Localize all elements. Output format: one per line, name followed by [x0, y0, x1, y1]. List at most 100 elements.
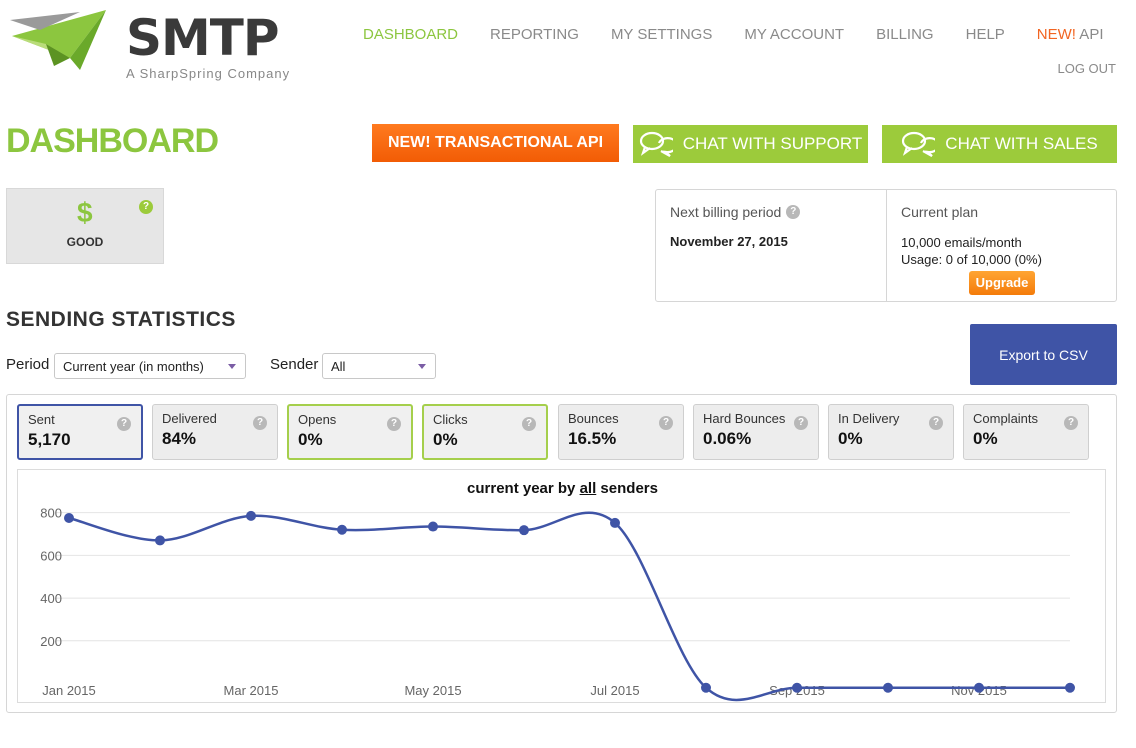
help-icon[interactable]: ?	[253, 416, 267, 430]
y-tick-label: 800	[40, 506, 62, 521]
stat-value: 0%	[973, 429, 998, 448]
next-billing-date: November 27, 2015	[670, 234, 788, 249]
data-point	[519, 525, 529, 536]
chat-sales-button[interactable]: CHAT WITH SALES	[882, 125, 1117, 163]
stat-label: Hard Bounces	[703, 411, 786, 426]
x-tick-label: Jan 2015	[42, 683, 96, 698]
stat-label: Delivered	[162, 411, 217, 426]
chevron-down-icon	[418, 364, 426, 369]
stat-value: 0%	[433, 430, 458, 449]
page-title: DASHBOARD	[6, 122, 219, 160]
stat-label: Opens	[298, 412, 337, 427]
logo[interactable]: SMTP A SharpSpring Company	[10, 8, 310, 81]
x-tick-label: Jul 2015	[590, 683, 639, 698]
nav-help[interactable]: HELP	[965, 26, 1005, 43]
stat-label: Bounces	[568, 411, 619, 426]
chat-support-label: CHAT WITH SUPPORT	[682, 134, 863, 153]
stat-label: Sent	[28, 412, 55, 427]
help-icon[interactable]: ?	[522, 417, 536, 431]
stat-value: 84%	[162, 429, 197, 448]
chat-support-button[interactable]: CHAT WITH SUPPORT	[633, 125, 868, 163]
logo-subtitle: A SharpSpring Company	[126, 66, 291, 81]
account-status-box: $ ? GOOD	[6, 188, 164, 264]
nav-my-settings[interactable]: MY SETTINGS	[610, 26, 713, 43]
data-point	[428, 521, 438, 532]
help-icon[interactable]: ?	[139, 200, 153, 214]
account-status-label: GOOD	[66, 235, 104, 249]
stat-tile-hard-bounces[interactable]: Hard Bounces 0.06% ?	[693, 404, 819, 460]
data-point	[64, 513, 74, 524]
help-icon[interactable]: ?	[1064, 416, 1078, 430]
plan-usage: Usage: 0 of 10,000 (0%)	[901, 252, 1042, 267]
plan-emails: 10,000 emails/month	[901, 235, 1022, 250]
help-icon[interactable]: ?	[794, 416, 808, 430]
data-point	[883, 682, 893, 693]
data-point	[974, 682, 984, 693]
stat-value: 0%	[838, 429, 863, 448]
dollar-icon: $	[77, 197, 93, 228]
current-plan-column: Current plan 10,000 emails/month Usage: …	[887, 190, 1056, 301]
statistics-panel: Sent 5,170 ? Delivered 84% ? Opens 0% ? …	[6, 394, 1117, 713]
sender-select-value: All	[331, 359, 346, 374]
period-select[interactable]: Current year (in months)	[54, 353, 246, 379]
y-tick-label: 600	[40, 548, 62, 563]
stat-tile-opens[interactable]: Opens 0% ?	[287, 404, 413, 460]
help-icon[interactable]: ?	[387, 417, 401, 431]
upgrade-button[interactable]: Upgrade	[969, 271, 1035, 295]
x-tick-label: May 2015	[404, 683, 461, 698]
stat-label: Complaints	[973, 411, 1039, 426]
nav-api[interactable]: NEW! API	[1037, 26, 1104, 43]
period-label: Period	[6, 356, 50, 373]
data-point	[246, 510, 256, 521]
stat-label: In Delivery	[838, 411, 900, 426]
stat-label: Clicks	[433, 412, 468, 427]
data-point	[1065, 682, 1075, 693]
billing-period-column: Next billing period? November 27, 2015	[656, 190, 887, 301]
stat-value: 5,170	[28, 430, 71, 449]
paper-plane-icon	[10, 10, 106, 70]
nav-api-label: API	[1075, 26, 1104, 43]
billing-summary: Next billing period? November 27, 2015 C…	[655, 189, 1117, 302]
logout-link[interactable]: LOG OUT	[1057, 61, 1116, 76]
chat-bubbles-icon	[902, 131, 936, 157]
stat-value: 0.06%	[703, 429, 752, 448]
stat-value: 16.5%	[568, 429, 617, 448]
chevron-down-icon	[228, 364, 236, 369]
next-billing-label: Next billing period?	[670, 204, 872, 220]
logo-text: SMTP	[126, 9, 280, 67]
nav-dashboard[interactable]: DASHBOARD	[363, 26, 459, 43]
stat-value: 0%	[298, 430, 323, 449]
y-tick-label: 400	[40, 591, 62, 606]
sending-chart: current year by all senders 200 400 600 800…	[17, 469, 1106, 703]
data-point	[610, 517, 620, 528]
nav-reporting[interactable]: REPORTING	[490, 26, 579, 43]
nav-billing[interactable]: BILLING	[876, 26, 934, 43]
chart-title: current year by all senders	[467, 480, 658, 497]
stat-tile-sent[interactable]: Sent 5,170 ?	[17, 404, 143, 460]
help-icon[interactable]: ?	[659, 416, 673, 430]
x-tick-label: Mar 2015	[224, 683, 279, 698]
stat-tile-complaints[interactable]: Complaints 0% ?	[963, 404, 1089, 460]
stat-tile-delivered[interactable]: Delivered 84% ?	[152, 404, 278, 460]
data-point	[701, 682, 711, 693]
help-icon[interactable]: ?	[929, 416, 943, 430]
series-line	[68, 511, 1070, 702]
help-icon[interactable]: ?	[117, 417, 131, 431]
main-nav: DASHBOARD REPORTING MY SETTINGS MY ACCOU…	[363, 26, 1104, 43]
export-csv-button[interactable]: Export to CSV	[970, 324, 1117, 385]
current-plan-label: Current plan	[901, 204, 979, 220]
help-icon[interactable]: ?	[786, 205, 801, 219]
sender-select[interactable]: All	[322, 353, 436, 379]
chat-sales-label: CHAT WITH SALES	[945, 134, 1098, 153]
nav-my-account[interactable]: MY ACCOUNT	[744, 26, 845, 43]
transactional-api-button[interactable]: NEW! TRANSACTIONAL API	[372, 124, 619, 162]
period-select-value: Current year (in months)	[63, 359, 204, 374]
stat-tile-bounces[interactable]: Bounces 16.5% ?	[558, 404, 684, 460]
stat-tile-clicks[interactable]: Clicks 0% ?	[422, 404, 548, 460]
sending-statistics-title: SENDING STATISTICS	[6, 308, 236, 331]
stat-tile-in-delivery[interactable]: In Delivery 0% ?	[828, 404, 954, 460]
nav-api-new-badge: NEW!	[1036, 26, 1076, 43]
data-point	[155, 535, 165, 546]
chart-title-senders-link[interactable]: all	[579, 480, 597, 497]
y-tick-label: 200	[40, 634, 62, 649]
